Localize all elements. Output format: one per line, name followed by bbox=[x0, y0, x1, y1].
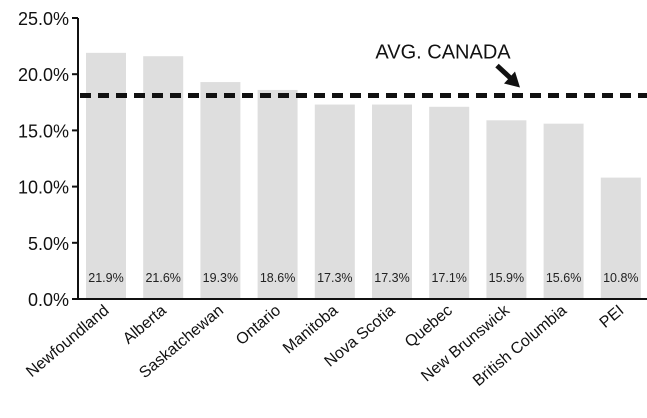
data-label: 21.9% bbox=[88, 271, 123, 285]
bar-british-columbia bbox=[543, 123, 584, 299]
data-label: 10.8% bbox=[603, 271, 638, 285]
data-label: 17.3% bbox=[317, 271, 352, 285]
average-reference-label: AVG. CANADA bbox=[375, 42, 511, 64]
bar-quebec bbox=[429, 106, 470, 300]
bar-ontario bbox=[257, 89, 298, 299]
y-tick-label: 5.0% bbox=[28, 234, 69, 254]
category-label: Newfoundland bbox=[23, 302, 112, 381]
data-label: 17.1% bbox=[431, 271, 466, 285]
bar-new-brunswick bbox=[486, 120, 527, 299]
arrow-shaft bbox=[495, 63, 513, 81]
bar-manitoba bbox=[314, 104, 355, 299]
axis-layer bbox=[72, 18, 647, 300]
data-label: 17.3% bbox=[374, 271, 409, 285]
bar-alberta bbox=[143, 56, 184, 299]
category-label: PEI bbox=[597, 302, 628, 332]
data-label: 15.6% bbox=[546, 271, 581, 285]
reference-layer: AVG. CANADA bbox=[80, 42, 647, 99]
y-tick-label: 20.0% bbox=[18, 65, 69, 85]
arrow-head bbox=[504, 71, 520, 88]
y-tick-label: 15.0% bbox=[18, 121, 69, 141]
category-label: Ontario bbox=[233, 302, 284, 349]
category-label: Alberta bbox=[120, 302, 170, 348]
arrow-icon bbox=[495, 63, 520, 88]
y-tick-label: 10.0% bbox=[18, 178, 69, 198]
data-label: 18.6% bbox=[260, 271, 295, 285]
bars-layer bbox=[86, 52, 641, 300]
y-tick-label: 25.0% bbox=[18, 9, 69, 29]
bar-pei bbox=[600, 177, 641, 299]
ticks-layer: 0.0% 5.0% 10.0% 15.0% 20.0% 25.0% bbox=[18, 9, 78, 310]
data-label: 15.9% bbox=[489, 271, 524, 285]
data-label: 21.6% bbox=[145, 271, 180, 285]
category-label: Quebec bbox=[402, 302, 456, 351]
data-label: 19.3% bbox=[203, 271, 238, 285]
bar-nova-scotia bbox=[372, 104, 412, 299]
y-tick-label: 0.0% bbox=[28, 290, 69, 310]
bar-saskatchewan bbox=[200, 82, 241, 300]
bar-newfoundland bbox=[86, 52, 126, 300]
